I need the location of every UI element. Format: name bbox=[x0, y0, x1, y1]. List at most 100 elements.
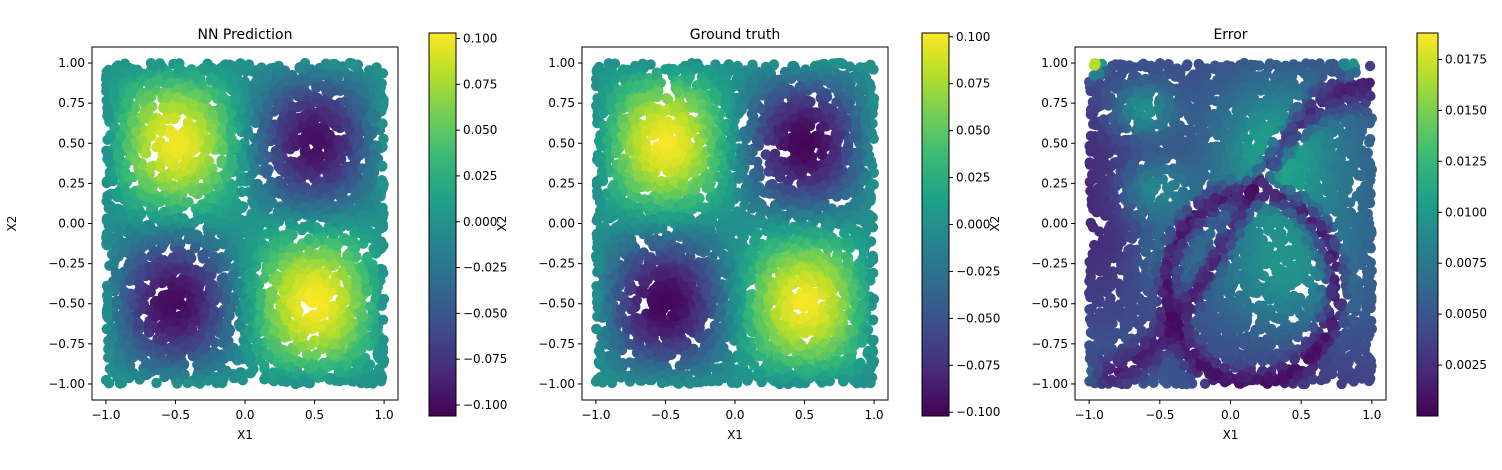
scatter-point bbox=[145, 161, 157, 172]
scatter-point bbox=[296, 240, 307, 251]
scatter-point bbox=[303, 233, 315, 245]
scatter-point bbox=[209, 349, 220, 360]
scatter-point bbox=[200, 184, 211, 196]
x-tick-label: −1.0 bbox=[91, 408, 120, 422]
scatter-point bbox=[111, 298, 123, 310]
scatter-point bbox=[158, 180, 169, 191]
scatter-point bbox=[308, 360, 319, 371]
scatter-point bbox=[230, 92, 241, 103]
scatter-point bbox=[234, 319, 245, 330]
scatter-point bbox=[264, 263, 275, 275]
scatter-point bbox=[144, 78, 156, 89]
scatter-point bbox=[229, 234, 240, 245]
scatter-point bbox=[339, 337, 350, 348]
scatter-point bbox=[120, 167, 131, 178]
colorbar-tick-label: −0.025 bbox=[463, 261, 507, 275]
scatter-point bbox=[343, 88, 354, 99]
scatter-point bbox=[352, 359, 363, 371]
scatter-point bbox=[104, 157, 115, 168]
scatter-point bbox=[286, 110, 298, 122]
scatter-point bbox=[117, 113, 129, 124]
scatter-point bbox=[296, 185, 308, 196]
scatter-point bbox=[331, 70, 343, 82]
scatter-point bbox=[167, 280, 178, 292]
scatter-point bbox=[122, 330, 133, 341]
scatter-point bbox=[172, 346, 183, 358]
scatter-point bbox=[231, 200, 243, 211]
scatter-point bbox=[332, 240, 343, 251]
scatter-point bbox=[212, 205, 224, 216]
scatter-point bbox=[225, 350, 236, 362]
scatter-point bbox=[369, 330, 380, 341]
scatter-point bbox=[161, 91, 173, 103]
scatter-point bbox=[227, 180, 239, 191]
scatter-point bbox=[155, 161, 166, 173]
scatter-point bbox=[259, 360, 270, 371]
scatter-point bbox=[377, 314, 389, 325]
scatter-point bbox=[293, 159, 304, 170]
scatter-point bbox=[216, 274, 227, 285]
scatter-point bbox=[311, 321, 323, 333]
y-tick-label: −0.75 bbox=[48, 337, 85, 351]
scatter-point bbox=[218, 195, 230, 207]
scatter-point bbox=[102, 102, 113, 114]
scatter-point bbox=[187, 186, 199, 197]
y-tick-label: −1.00 bbox=[48, 377, 85, 391]
scatter-point bbox=[255, 316, 266, 327]
scatter-point bbox=[149, 60, 160, 71]
scatter-point bbox=[173, 63, 184, 74]
scatter-point bbox=[306, 170, 317, 181]
scatter-point bbox=[329, 58, 340, 70]
scatter-point bbox=[198, 167, 210, 179]
scatter-point bbox=[267, 90, 278, 101]
scatter-point bbox=[251, 76, 262, 87]
scatter-point bbox=[151, 377, 162, 389]
scatter-point bbox=[101, 290, 113, 301]
scatter-point bbox=[318, 288, 329, 299]
scatter-point bbox=[196, 268, 207, 280]
scatter-point bbox=[107, 175, 119, 187]
scatter-point bbox=[112, 147, 124, 159]
scatter-point bbox=[170, 264, 181, 276]
scatter-point bbox=[209, 305, 220, 317]
scatter-point bbox=[146, 202, 157, 213]
x-axis-label: X1 bbox=[237, 428, 253, 442]
scatter-point bbox=[311, 82, 322, 94]
scatter-point bbox=[190, 284, 201, 296]
scatter-point bbox=[291, 210, 303, 222]
scatter-point bbox=[113, 354, 125, 366]
scatter-point bbox=[283, 122, 294, 133]
scatter-point bbox=[124, 259, 136, 270]
scatter-point bbox=[106, 331, 117, 342]
scatter-point bbox=[297, 357, 308, 369]
scatter-point bbox=[307, 297, 318, 309]
scatter-point bbox=[286, 296, 298, 307]
scatter-point bbox=[207, 109, 219, 120]
scatter-point bbox=[178, 213, 189, 224]
scatter-point bbox=[173, 131, 184, 143]
scatter-point bbox=[867, 314, 879, 325]
scatter-point bbox=[363, 134, 374, 145]
scatter-points bbox=[100, 57, 390, 390]
scatter-point bbox=[378, 133, 389, 145]
scatter-point bbox=[371, 217, 382, 228]
scatter-point bbox=[102, 190, 113, 202]
scatter-point bbox=[318, 69, 329, 80]
scatter-point bbox=[315, 96, 326, 108]
scatter-point bbox=[141, 357, 152, 368]
scatter-point bbox=[218, 239, 229, 250]
scatter-point bbox=[121, 140, 132, 151]
scatter-point bbox=[236, 173, 247, 184]
scatter-point bbox=[107, 208, 118, 220]
scatter-point bbox=[123, 195, 134, 206]
scatter-point bbox=[271, 343, 282, 354]
scatter-point bbox=[270, 145, 281, 157]
scatter-point bbox=[188, 101, 199, 113]
scatter-point bbox=[260, 251, 271, 262]
scatter-point bbox=[222, 283, 233, 294]
scatter-point bbox=[255, 235, 266, 247]
scatter-point bbox=[268, 252, 280, 263]
scatter-point bbox=[351, 251, 362, 262]
scatter-point bbox=[158, 206, 170, 218]
scatter-point bbox=[154, 196, 166, 208]
